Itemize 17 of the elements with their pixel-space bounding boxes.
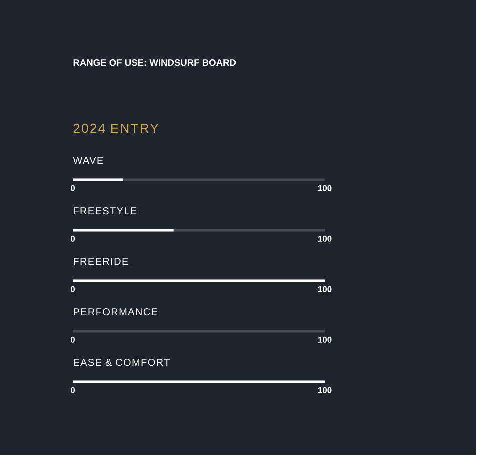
- y-tick-label: FREERIDE: [74, 258, 128, 266]
- x-tick-label: 0: [70, 286, 76, 292]
- x-tick-label: 100: [318, 387, 332, 394]
- x-tick-label: 0: [70, 387, 76, 394]
- y-tick-label: WAVE: [73, 157, 104, 164]
- chart-title: RANGE OF USE: WINDSURF BOARD: [74, 60, 236, 66]
- y-tick-label: EASE & COMFORT: [74, 359, 170, 366]
- x-tick-label: 0: [70, 236, 76, 242]
- x-tick-label: 0: [70, 185, 76, 192]
- x-tick-label: 100: [318, 286, 332, 292]
- y-tick-label: FREESTYLE: [74, 208, 137, 215]
- x-tick-label: 100: [318, 336, 332, 343]
- x-tick-label: 0: [70, 336, 76, 343]
- y-tick-label: PERFORMANCE: [74, 308, 158, 316]
- x-tick-label: 100: [318, 236, 332, 242]
- x-tick-label: 100: [318, 185, 332, 192]
- chart-subtitle: 2024 ENTRY: [74, 124, 159, 134]
